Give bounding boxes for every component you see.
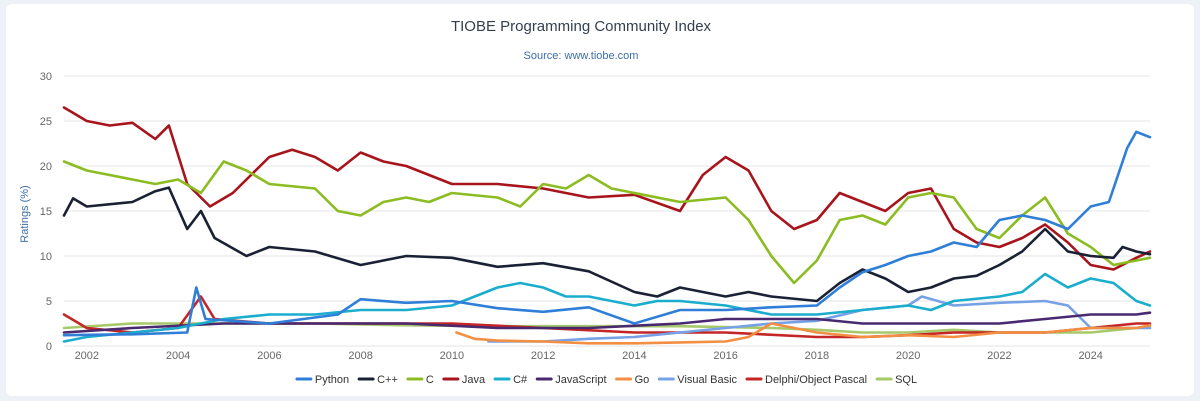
legend-item: JavaScript <box>535 374 607 386</box>
x-tick-label: 2024 <box>1078 350 1102 362</box>
legend-label: Go <box>635 374 650 386</box>
legend-label: Java <box>462 374 486 386</box>
series-line-c <box>62 160 1152 285</box>
legend-item: Go <box>615 374 650 386</box>
x-tick-label: 2018 <box>805 350 829 362</box>
chart-panel: TIOBE Programming Community Index Source… <box>6 4 1194 396</box>
series-line-javascript <box>62 311 1152 334</box>
legend-label: SQL <box>895 374 917 386</box>
legend-item: C <box>406 374 434 386</box>
x-tick-label: 2010 <box>440 350 464 362</box>
legend-item: Java <box>442 374 486 386</box>
y-tick-label: 20 <box>40 161 52 173</box>
grid <box>64 75 1150 347</box>
x-axis-ticks: 2002 2004 2006 2008 2010 2012 2014 2016 2018 2020… <box>75 350 1103 362</box>
legend-label: C <box>426 374 434 386</box>
y-tick-label: 10 <box>40 251 52 263</box>
legend-item: Delphi/Object Pascal <box>745 374 867 386</box>
x-tick-label: 2006 <box>257 350 281 362</box>
y-tick-label: 30 <box>40 71 52 83</box>
legend-label: Python <box>315 374 349 386</box>
legend-item: C++ <box>357 374 398 386</box>
series-line-c <box>62 186 1152 303</box>
legend-item: SQL <box>875 374 917 386</box>
y-axis-label: Ratings (%) <box>19 185 31 242</box>
y-tick-label: 0 <box>46 341 52 353</box>
legend-label: Visual Basic <box>677 374 737 386</box>
series-line-go <box>455 322 1152 345</box>
x-tick-label: 2002 <box>75 350 99 362</box>
y-tick-label: 25 <box>40 116 52 128</box>
legend-label: Delphi/Object Pascal <box>765 374 867 386</box>
legend-label: JavaScript <box>555 374 606 386</box>
legend-item: C# <box>493 374 528 386</box>
series-line-c <box>62 272 1152 343</box>
x-tick-label: 2020 <box>896 350 920 362</box>
legend: Python C++ C Java C# JavaScript Go Visual Basic… <box>295 374 917 386</box>
x-tick-label: 2012 <box>531 350 555 362</box>
legend-item: Python <box>295 374 349 386</box>
x-tick-label: 2022 <box>987 350 1011 362</box>
legend-item: Visual Basic <box>657 374 738 386</box>
chart-subtitle: Source: www.tiobe.com <box>524 50 639 62</box>
x-tick-label: 2004 <box>166 350 190 362</box>
legend-label: C++ <box>377 374 398 386</box>
y-tick-label: 15 <box>40 206 52 218</box>
chart-title: TIOBE Programming Community Index <box>451 18 712 35</box>
x-tick-label: 2008 <box>348 350 372 362</box>
y-tick-label: 5 <box>46 296 52 308</box>
series-line-python <box>62 130 1152 337</box>
line-chart: TIOBE Programming Community Index Source… <box>19 18 1152 386</box>
series-lines <box>62 106 1152 345</box>
x-tick-label: 2016 <box>713 350 737 362</box>
series-line-java <box>62 106 1152 271</box>
x-tick-label: 2014 <box>622 350 646 362</box>
y-axis-ticks: 0 5 10 15 20 25 30 <box>40 71 52 353</box>
legend-label: C# <box>513 374 528 386</box>
